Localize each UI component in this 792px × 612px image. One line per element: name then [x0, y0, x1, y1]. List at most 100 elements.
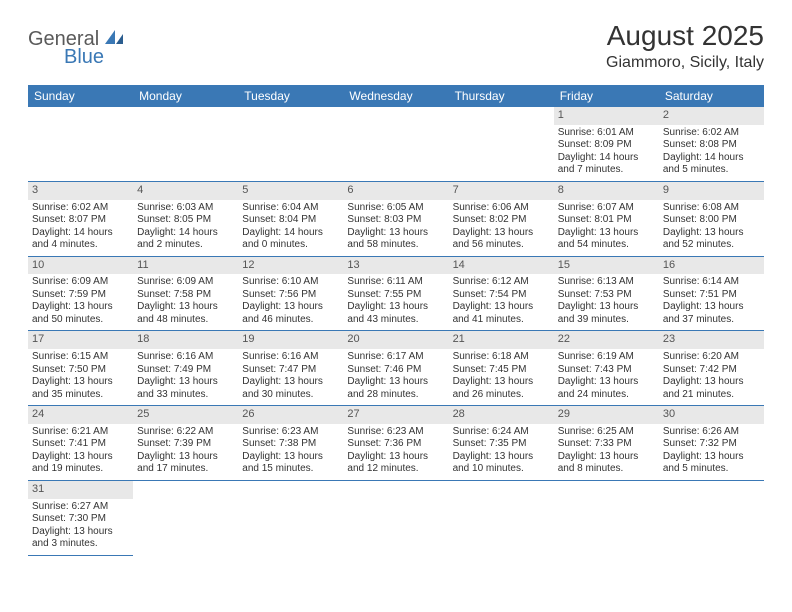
daylight-text: Daylight: 13 hours and 33 minutes.	[137, 376, 234, 401]
sunset-text: Sunset: 7:46 PM	[347, 364, 444, 377]
weekday-header: Friday	[554, 85, 659, 107]
sunrise-text: Sunrise: 6:16 AM	[137, 351, 234, 364]
day-info: Sunrise: 6:19 AMSunset: 7:43 PMDaylight:…	[558, 351, 655, 401]
sunset-text: Sunset: 7:53 PM	[558, 289, 655, 302]
calendar-empty-cell	[133, 107, 238, 181]
sunset-text: Sunset: 7:50 PM	[32, 364, 129, 377]
day-info: Sunrise: 6:09 AMSunset: 7:59 PMDaylight:…	[32, 276, 129, 326]
calendar-week-row: 3Sunrise: 6:02 AMSunset: 8:07 PMDaylight…	[28, 181, 764, 256]
calendar-day-cell: 14Sunrise: 6:12 AMSunset: 7:54 PMDayligh…	[449, 256, 554, 331]
sunrise-text: Sunrise: 6:09 AM	[32, 276, 129, 289]
sunrise-text: Sunrise: 6:17 AM	[347, 351, 444, 364]
day-info: Sunrise: 6:22 AMSunset: 7:39 PMDaylight:…	[137, 426, 234, 476]
calendar-day-cell: 30 Sunrise: 6:26 AMSunset: 7:32 PMDayligh…	[659, 406, 764, 481]
sunrise-text: Sunrise: 6:19 AM	[558, 351, 655, 364]
sunset-text: Sunset: 8:09 PM	[558, 139, 655, 152]
day-info: Sunrise: 6:12 AMSunset: 7:54 PMDaylight:…	[453, 276, 550, 326]
sunset-text: Sunset: 7:42 PM	[663, 364, 760, 377]
day-info: Sunrise: 6:15 AMSunset: 7:50 PMDaylight:…	[32, 351, 129, 401]
sunrise-text: Sunrise: 6:26 AM	[663, 426, 760, 439]
calendar-day-cell: 19Sunrise: 6:16 AMSunset: 7:47 PMDayligh…	[238, 331, 343, 406]
sunrise-text: Sunrise: 6:23 AM	[242, 426, 339, 439]
day-number: 19	[238, 331, 343, 349]
title-block: August 2025 Giammoro, Sicily, Italy	[606, 20, 764, 72]
calendar-day-cell: 13Sunrise: 6:11 AMSunset: 7:55 PMDayligh…	[343, 256, 448, 331]
weekday-header: Monday	[133, 85, 238, 107]
weekday-header: Tuesday	[238, 85, 343, 107]
sunrise-text: Sunrise: 6:02 AM	[32, 202, 129, 215]
daylight-text: Daylight: 13 hours and 24 minutes.	[558, 376, 655, 401]
day-number: 16	[659, 257, 764, 275]
sunrise-text: Sunrise: 6:06 AM	[453, 202, 550, 215]
day-number: 30	[659, 406, 764, 424]
calendar-day-cell: 25Sunrise: 6:22 AMSunset: 7:39 PMDayligh…	[133, 406, 238, 481]
daylight-text: Daylight: 14 hours and 4 minutes.	[32, 227, 129, 252]
calendar-empty-cell	[343, 480, 448, 555]
sunrise-text: Sunrise: 6:10 AM	[242, 276, 339, 289]
sunset-text: Sunset: 7:47 PM	[242, 364, 339, 377]
calendar-table: SundayMondayTuesdayWednesdayThursdayFrid…	[28, 85, 764, 556]
day-number: 1	[554, 107, 659, 125]
day-info: Sunrise: 6:25 AMSunset: 7:33 PMDaylight:…	[558, 426, 655, 476]
calendar-empty-cell	[28, 107, 133, 181]
daylight-text: Daylight: 13 hours and 10 minutes.	[453, 451, 550, 476]
sunset-text: Sunset: 7:33 PM	[558, 438, 655, 451]
day-number: 20	[343, 331, 448, 349]
daylight-text: Daylight: 13 hours and 50 minutes.	[32, 301, 129, 326]
day-info: Sunrise: 6:03 AMSunset: 8:05 PMDaylight:…	[137, 202, 234, 252]
sunrise-text: Sunrise: 6:21 AM	[32, 426, 129, 439]
calendar-week-row: 1Sunrise: 6:01 AMSunset: 8:09 PMDaylight…	[28, 107, 764, 181]
day-info: Sunrise: 6:11 AMSunset: 7:55 PMDaylight:…	[347, 276, 444, 326]
daylight-text: Daylight: 13 hours and 15 minutes.	[242, 451, 339, 476]
sunrise-text: Sunrise: 6:16 AM	[242, 351, 339, 364]
sunset-text: Sunset: 7:35 PM	[453, 438, 550, 451]
calendar-day-cell: 12Sunrise: 6:10 AMSunset: 7:56 PMDayligh…	[238, 256, 343, 331]
daylight-text: Daylight: 13 hours and 48 minutes.	[137, 301, 234, 326]
weekday-header: Wednesday	[343, 85, 448, 107]
day-info: Sunrise: 6:23 AMSunset: 7:38 PMDaylight:…	[242, 426, 339, 476]
day-info: Sunrise: 6:17 AMSunset: 7:46 PMDaylight:…	[347, 351, 444, 401]
sunset-text: Sunset: 7:45 PM	[453, 364, 550, 377]
day-info: Sunrise: 6:21 AMSunset: 7:41 PMDaylight:…	[32, 426, 129, 476]
daylight-text: Daylight: 14 hours and 7 minutes.	[558, 152, 655, 177]
sunset-text: Sunset: 8:03 PM	[347, 214, 444, 227]
daylight-text: Daylight: 13 hours and 39 minutes.	[558, 301, 655, 326]
calendar-day-cell: 29 Sunrise: 6:25 AMSunset: 7:33 PMDayligh…	[554, 406, 659, 481]
day-number: 23	[659, 331, 764, 349]
daylight-text: Daylight: 13 hours and 3 minutes.	[32, 526, 129, 551]
calendar-day-cell: 2Sunrise: 6:02 AMSunset: 8:08 PMDaylight…	[659, 107, 764, 181]
calendar-day-cell: 24Sunrise: 6:21 AMSunset: 7:41 PMDayligh…	[28, 406, 133, 481]
calendar-day-cell: 20 Sunrise: 6:17 AMSunset: 7:46 PMDayligh…	[343, 331, 448, 406]
calendar-empty-cell	[343, 107, 448, 181]
day-info: Sunrise: 6:24 AMSunset: 7:35 PMDaylight:…	[453, 426, 550, 476]
sunrise-text: Sunrise: 6:27 AM	[32, 501, 129, 514]
sunrise-text: Sunrise: 6:25 AM	[558, 426, 655, 439]
daylight-text: Daylight: 14 hours and 0 minutes.	[242, 227, 339, 252]
day-number: 3	[28, 182, 133, 200]
sunset-text: Sunset: 7:54 PM	[453, 289, 550, 302]
weekday-header: Saturday	[659, 85, 764, 107]
calendar-day-cell: 11Sunrise: 6:09 AMSunset: 7:58 PMDayligh…	[133, 256, 238, 331]
calendar-day-cell: 23 Sunrise: 6:20 AMSunset: 7:42 PMDayligh…	[659, 331, 764, 406]
calendar-week-row: 24Sunrise: 6:21 AMSunset: 7:41 PMDayligh…	[28, 406, 764, 481]
daylight-text: Daylight: 13 hours and 21 minutes.	[663, 376, 760, 401]
day-number: 28	[449, 406, 554, 424]
sunset-text: Sunset: 7:39 PM	[137, 438, 234, 451]
daylight-text: Daylight: 13 hours and 52 minutes.	[663, 227, 760, 252]
daylight-text: Daylight: 13 hours and 8 minutes.	[558, 451, 655, 476]
day-info: Sunrise: 6:20 AMSunset: 7:42 PMDaylight:…	[663, 351, 760, 401]
daylight-text: Daylight: 13 hours and 28 minutes.	[347, 376, 444, 401]
day-number: 14	[449, 257, 554, 275]
day-number: 29	[554, 406, 659, 424]
sunrise-text: Sunrise: 6:05 AM	[347, 202, 444, 215]
day-number: 12	[238, 257, 343, 275]
calendar-day-cell: 5Sunrise: 6:04 AMSunset: 8:04 PMDaylight…	[238, 181, 343, 256]
day-number: 31	[28, 481, 133, 499]
calendar-week-row: 31Sunrise: 6:27 AMSunset: 7:30 PMDayligh…	[28, 480, 764, 555]
calendar-empty-cell	[659, 480, 764, 555]
calendar-empty-cell	[449, 107, 554, 181]
calendar-day-cell: 16Sunrise: 6:14 AMSunset: 7:51 PMDayligh…	[659, 256, 764, 331]
day-info: Sunrise: 6:26 AMSunset: 7:32 PMDaylight:…	[663, 426, 760, 476]
daylight-text: Daylight: 13 hours and 41 minutes.	[453, 301, 550, 326]
day-number: 11	[133, 257, 238, 275]
